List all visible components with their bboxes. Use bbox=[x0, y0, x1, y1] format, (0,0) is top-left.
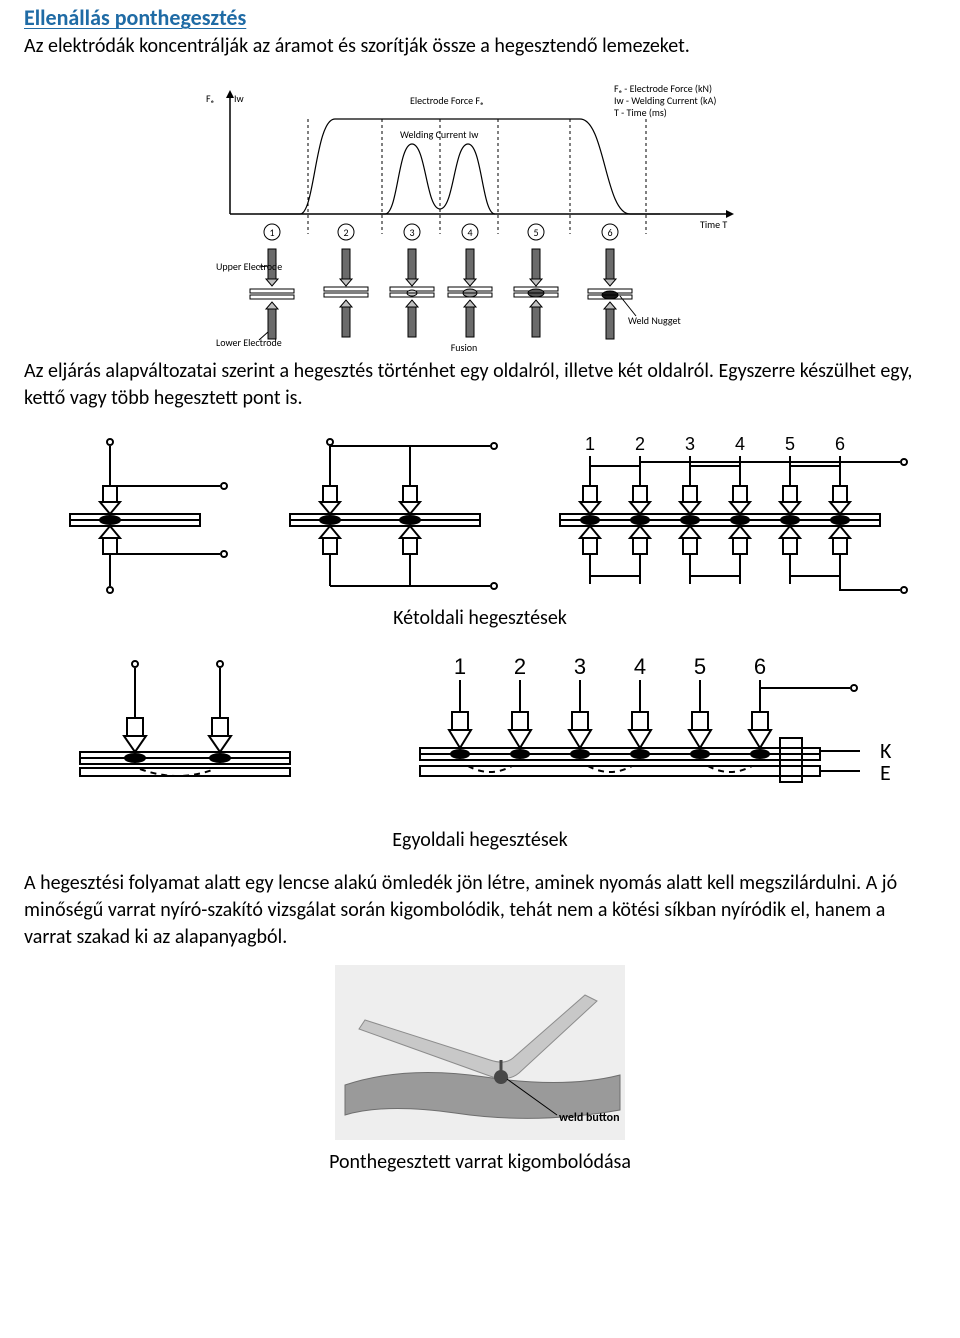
paragraph-3: A hegesztési folyamat alatt egy lencse a… bbox=[24, 870, 936, 951]
stage-num-6: 6 bbox=[607, 226, 612, 239]
two-side-svg: 1 2 3 4 5 6 bbox=[40, 426, 920, 596]
lower-electrode-label: Lower Electrode bbox=[216, 336, 282, 349]
intro-paragraph: Az elektródák koncentrálják az áramot és… bbox=[24, 33, 936, 60]
stage-num-3: 3 bbox=[409, 226, 414, 239]
weld-button-label: weld button bbox=[559, 1111, 620, 1125]
caption-one-side: Egyoldali hegesztések bbox=[24, 828, 936, 852]
n1: 1 bbox=[585, 434, 595, 454]
n6: 6 bbox=[835, 434, 845, 454]
current-curve bbox=[380, 144, 495, 214]
y-axis-fe: Fₑ bbox=[206, 92, 214, 105]
caption-two-side: Kétoldali hegesztések bbox=[24, 606, 936, 630]
on5: 5 bbox=[694, 654, 706, 679]
x-axis-label: Time T bbox=[700, 218, 727, 231]
upper-electrode-label: Upper Electrode bbox=[216, 260, 282, 273]
paragraph-2: Az eljárás alapváltozatai szerint a hege… bbox=[24, 358, 936, 412]
y-axis-iw: Iw bbox=[234, 92, 245, 105]
force-curve-label: Electrode Force Fₑ bbox=[410, 94, 483, 107]
stage-num-2: 2 bbox=[343, 226, 348, 239]
section-title: Ellenállás ponthegesztés bbox=[24, 4, 936, 31]
figure-weld-button: weld button bbox=[24, 965, 936, 1140]
n5: 5 bbox=[785, 434, 795, 454]
on2: 2 bbox=[514, 654, 526, 679]
on3: 3 bbox=[574, 654, 586, 679]
n3: 3 bbox=[685, 434, 695, 454]
caption-weld-button: Ponthegesztett varrat kigombolódása bbox=[24, 1150, 936, 1174]
n2: 2 bbox=[635, 434, 645, 454]
legend-line-3: T - Time (ms) bbox=[614, 106, 667, 119]
welding-cycle-svg: Fₑ Iw Time T Fₑ - Electrode Force (kN) I… bbox=[160, 74, 800, 354]
weld-button-svg: weld button bbox=[335, 965, 625, 1140]
electrode-stages: Fusion bbox=[250, 249, 681, 354]
stage-num-5: 5 bbox=[533, 226, 538, 239]
label-E: E bbox=[880, 759, 891, 786]
figure-welding-cycle: Fₑ Iw Time T Fₑ - Electrode Force (kN) I… bbox=[24, 74, 936, 354]
figure-one-side-welding: 1 2 3 4 5 6 K E bbox=[24, 648, 936, 818]
figure-two-side-welding: 1 2 3 4 5 6 bbox=[24, 426, 936, 596]
on1: 1 bbox=[454, 654, 466, 679]
n4: 4 bbox=[735, 434, 745, 454]
fusion-label: Fusion bbox=[451, 341, 478, 354]
one-side-svg: 1 2 3 4 5 6 K E bbox=[40, 648, 920, 818]
stage-num-4: 4 bbox=[467, 226, 472, 239]
on6: 6 bbox=[754, 654, 766, 679]
stage-num-1: 1 bbox=[269, 226, 274, 239]
on4: 4 bbox=[634, 654, 646, 679]
